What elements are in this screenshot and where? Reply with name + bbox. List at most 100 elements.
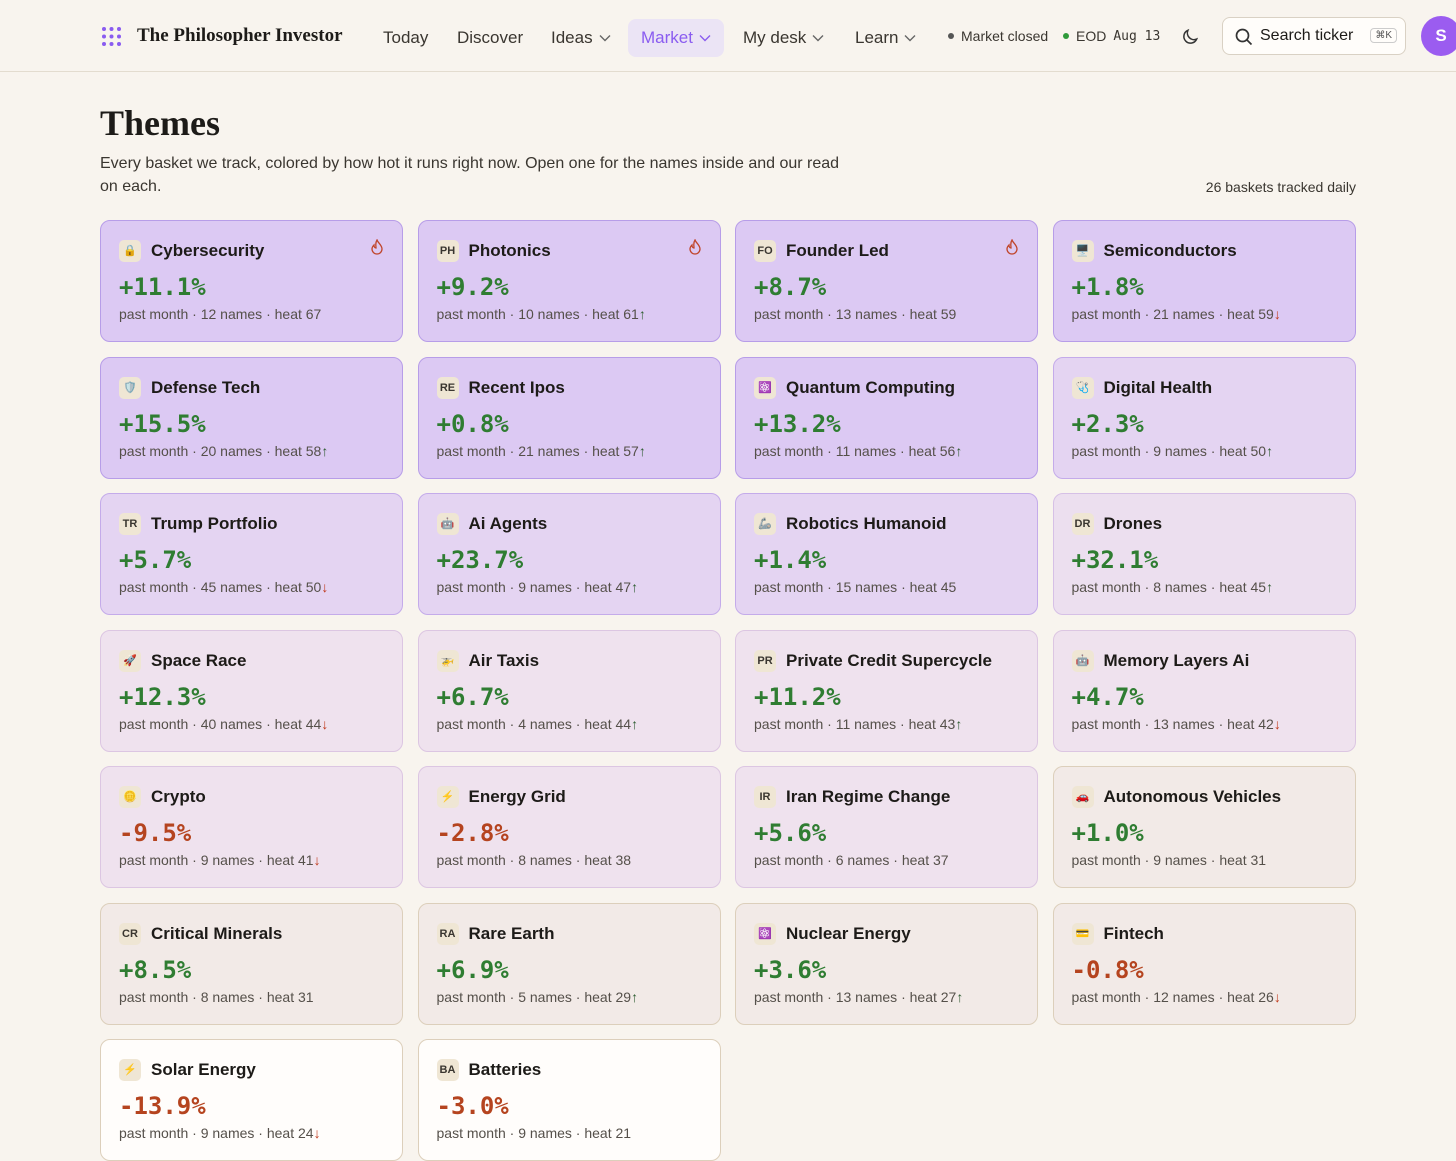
theme-meta: past month · 21 names · heat 59↓: [1072, 306, 1281, 322]
page-description: Every basket we track, colored by how ho…: [100, 155, 840, 195]
theme-card[interactable]: 🛡️ Defense Tech +15.5% past month · 20 name…: [100, 356, 403, 479]
theme-change: +3.6%: [754, 955, 827, 984]
theme-card[interactable]: RA Rare Earth +6.9% past month · 5 names · …: [417, 902, 721, 1025]
meta-text: past month · 21 names · heat 59: [1071, 306, 1274, 322]
theme-name: Energy Grid: [468, 787, 566, 806]
theme-name: Nuclear Energy: [786, 923, 911, 943]
theme-icon: 🩺: [1071, 376, 1094, 399]
theme-meta: past month · 11 names · heat 43↑: [754, 716, 962, 732]
nav-label[interactable]: Ideas: [551, 28, 593, 47]
theme-card[interactable]: DR Drones +32.1% past month · 8 names · hea…: [1052, 493, 1356, 615]
basket-count: 26 baskets tracked daily: [1205, 179, 1356, 195]
theme-icon: CR: [119, 922, 141, 945]
shortcut: ⌘K: [1370, 28, 1397, 43]
theme-icon: FO: [754, 240, 776, 262]
theme-name: Founder Led: [786, 241, 889, 260]
theme-icon: ⚡: [119, 1059, 141, 1081]
theme-card[interactable]: ⚡ Solar Energy -13.9% past month · 9 names …: [100, 1039, 403, 1161]
theme-change: -9.5%: [119, 819, 192, 847]
nav-label[interactable]: Today: [383, 28, 429, 47]
theme-meta: past month · 8 names · heat 31: [119, 989, 314, 1005]
search-box[interactable]: Search ticker ⌘K: [1222, 17, 1406, 55]
nav-item[interactable]: My desk: [730, 19, 837, 57]
theme-toggle[interactable]: [1180, 27, 1200, 47]
theme-name: Memory Layers Ai: [1103, 650, 1250, 670]
nav-item[interactable]: Market: [628, 19, 724, 57]
meta-text: past month · 12 names · heat 26: [1071, 988, 1274, 1005]
theme-card[interactable]: CR Critical Minerals +8.5% past month · 8 n…: [100, 902, 403, 1025]
theme-meta: past month · 13 names · heat 42↓: [1072, 716, 1281, 732]
nav-label[interactable]: Discover: [457, 28, 524, 47]
avatar[interactable]: S: [1421, 16, 1456, 56]
theme-change: +0.8%: [436, 409, 509, 438]
theme-card[interactable]: ⚛️ Quantum Computing +13.2% past month · 11…: [735, 356, 1038, 479]
theme-name: Space Race: [151, 650, 247, 670]
theme-change: -3.0%: [436, 1092, 509, 1120]
theme-icon: IR: [754, 786, 776, 808]
theme-card[interactable]: PH Photonics +9.2% past month · 10 names · …: [417, 220, 721, 342]
theme-name: Digital Health: [1103, 377, 1213, 397]
theme-name: Defense Tech: [151, 377, 261, 397]
theme-icon: BA: [436, 1059, 459, 1081]
theme-icon: 🖥️: [1071, 240, 1094, 262]
theme-card[interactable]: ⚡ Energy Grid -2.8% past month · 8 names · …: [417, 766, 721, 888]
meta-text: past month · 8 names · heat 31: [119, 988, 314, 1005]
theme-meta: past month · 12 names · heat 26↓: [1072, 989, 1281, 1005]
nav-item[interactable]: Learn: [842, 19, 929, 57]
eod-label: EOD: [1076, 28, 1107, 44]
meta-text: past month · 40 names · heat 44: [119, 715, 322, 732]
theme-card[interactable]: 🔒 Cybersecurity +11.1% past month · 12 name…: [100, 220, 403, 342]
theme-card[interactable]: FO Founder Led +8.7% past month · 13 names …: [735, 220, 1038, 342]
theme-change: -2.8%: [436, 819, 509, 847]
theme-name: Batteries: [468, 1060, 542, 1079]
theme-card[interactable]: 🚗 Autonomous Vehicles +1.0% past month · 9 …: [1052, 766, 1356, 888]
theme-change: +8.7%: [754, 273, 827, 301]
menu-icon[interactable]: [102, 27, 121, 46]
meta-text: past month · 13 names · heat 59: [754, 306, 957, 322]
theme-card[interactable]: IR Iran Regime Change +5.6% past month · 6 …: [735, 766, 1038, 888]
theme-icon: 🪙: [119, 786, 141, 808]
theme-change: +13.2%: [754, 409, 841, 438]
heat-trend: ↑: [631, 988, 639, 1005]
theme-change: +1.0%: [1071, 819, 1144, 847]
theme-meta: past month · 12 names · heat 67: [119, 306, 321, 322]
theme-card[interactable]: 🪙 Crypto -9.5% past month · 9 names · heat …: [100, 766, 403, 888]
nav-item[interactable]: Today: [370, 19, 441, 57]
theme-icon: 🚗: [1071, 786, 1094, 808]
theme-card[interactable]: RE Recent Ipos +0.8% past month · 21 names …: [417, 356, 721, 479]
theme-card[interactable]: 💳 Fintech -0.8% past month · 12 names · hea…: [1052, 902, 1356, 1025]
theme-card[interactable]: ⚛️ Nuclear Energy +3.6% past month · 13 nam…: [735, 902, 1038, 1025]
meta-text: past month · 10 names · heat 61: [436, 306, 639, 322]
nav-item[interactable]: Ideas: [538, 19, 624, 57]
heat-trend: ↑: [955, 442, 963, 459]
theme-name: Photonics: [468, 241, 551, 260]
theme-card[interactable]: 🚁 Air Taxis +6.7% past month · 4 names · he…: [417, 629, 721, 752]
nav-label[interactable]: My desk: [743, 28, 807, 47]
theme-card[interactable]: 🤖 Memory Layers Ai +4.7% past month · 13 na…: [1052, 629, 1356, 752]
theme-card[interactable]: PR Private Credit Supercycle +11.2% past mo…: [735, 629, 1038, 752]
theme-card[interactable]: TR Trump Portfolio +5.7% past month · 45 na…: [100, 493, 403, 615]
nav-label[interactable]: Market: [641, 28, 693, 47]
meta-text: past month · 11 names · heat 56: [754, 442, 956, 459]
market-status: Market closed: [948, 28, 1048, 44]
nav-label[interactable]: Learn: [855, 28, 899, 47]
brand[interactable]: The Philosopher Investor: [137, 25, 343, 46]
nav-item[interactable]: Discover: [444, 19, 536, 57]
meta-text: past month · 20 names · heat 58: [119, 442, 322, 459]
theme-change: +1.8%: [1071, 273, 1144, 301]
theme-card[interactable]: 🤖 Ai Agents +23.7% past month · 9 names · h…: [417, 493, 721, 615]
theme-icon: 💳: [1071, 922, 1094, 945]
theme-change: +4.7%: [1071, 682, 1144, 711]
theme-meta: past month · 10 names · heat 61↑: [437, 306, 646, 322]
theme-card[interactable]: 🖥️ Semiconductors +1.8% past month · 21 nam…: [1052, 220, 1356, 342]
theme-card[interactable]: BA Batteries -3.0% past month · 9 names · h…: [417, 1039, 721, 1161]
theme-change: +8.5%: [119, 955, 192, 984]
theme-card[interactable]: 🩺 Digital Health +2.3% past month · 9 names…: [1052, 356, 1356, 479]
heat-trend: ↓: [1273, 988, 1281, 1005]
theme-card[interactable]: 🚀 Space Race +12.3% past month · 40 names ·…: [100, 629, 403, 752]
theme-icon: 🚀: [119, 649, 141, 672]
theme-change: +5.6%: [754, 819, 827, 847]
theme-card[interactable]: 🦾 Robotics Humanoid +1.4% past month · 15 n…: [735, 493, 1038, 615]
heat-trend: ↑: [1266, 579, 1274, 595]
heat-trend: ↑: [631, 579, 639, 595]
